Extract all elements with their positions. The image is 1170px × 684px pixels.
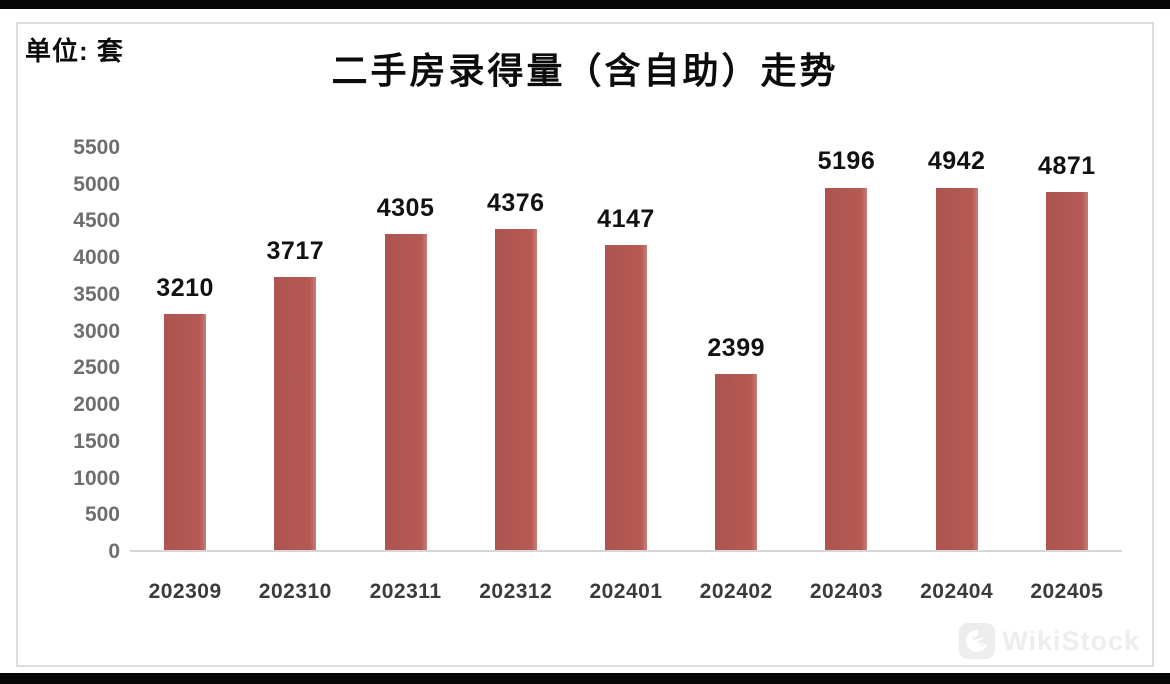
bar [1045, 192, 1088, 550]
bar-value-label: 5196 [817, 147, 876, 175]
bottom-border-strip [0, 673, 1170, 684]
x-tick-label: 202311 [369, 580, 442, 603]
bar-group-202311: 4305 [350, 148, 460, 550]
x-tick-label: 202403 [809, 580, 883, 603]
y-tick-label: 4500 [73, 209, 120, 233]
x-tick-label: 202402 [699, 580, 773, 603]
bar-value-label: 4147 [597, 204, 655, 233]
x-tick-label: 202310 [258, 580, 332, 603]
x-tick-label: 202309 [148, 580, 222, 603]
watermark: WikiStock [959, 623, 1140, 659]
watermark-text: WikiStock [1002, 625, 1140, 656]
bar-value-label: 4376 [486, 188, 545, 217]
bar-value-label: 4305 [376, 193, 435, 222]
wikistock-eagle-logo-icon [959, 623, 996, 659]
bar [384, 234, 427, 550]
bar [494, 229, 537, 550]
bar-group-202401: 4147 [571, 148, 681, 550]
unit-label: 单位: 套 [25, 36, 124, 66]
bar [935, 187, 978, 550]
y-tick-label: 5500 [73, 136, 120, 159]
y-axis: 0 500 1000 1500 2000 2500 3000 3500 4000 4500 5000… [18, 137, 120, 562]
bar [164, 314, 207, 550]
y-tick-label: 3000 [73, 319, 120, 343]
bar-value-label: 4871 [1038, 151, 1096, 180]
bar-value-label: 3717 [266, 236, 325, 265]
bar-group-202312: 4376 [461, 148, 571, 550]
x-tick-label: 202401 [589, 580, 663, 603]
y-tick-label: 5000 [73, 172, 120, 196]
bar-group-202404: 4942 [902, 147, 1012, 550]
top-border-strip [0, 0, 1170, 9]
x-tick-label: 202404 [920, 580, 994, 603]
bar [715, 374, 758, 550]
bar-value-label: 3210 [156, 273, 214, 302]
x-axis: 202309 202310 202311 202312 202401 202402 2024… [130, 580, 1122, 604]
bar [825, 187, 868, 550]
y-tick-label: 4000 [73, 246, 120, 270]
bar-group-202402: 2399 [681, 148, 791, 550]
bar-group-202309: 3210 [130, 148, 240, 550]
y-tick-label: 500 [84, 503, 120, 527]
bar-group-202310: 3717 [240, 148, 350, 550]
y-tick-label: 2500 [73, 356, 120, 380]
x-tick-label: 202312 [479, 580, 553, 603]
y-tick-label: 1500 [73, 429, 120, 453]
chart-panel: 单位: 套 二手房录得量（含自助）走势 0 500 1000 1500 2000 2500… [16, 22, 1154, 667]
y-tick-label: 0 [108, 540, 120, 563]
y-tick-label: 1000 [73, 466, 120, 490]
bar-value-label: 2399 [707, 333, 766, 362]
bar [274, 277, 317, 550]
plot-area: 3210 3717 4305 4376 4147 2399 5196 4942 4871 [130, 147, 1122, 552]
bar-group-202405: 4871 [1012, 148, 1122, 550]
y-tick-label: 2000 [73, 393, 120, 417]
bar-value-label: 4942 [927, 147, 986, 175]
y-tick-label: 3500 [73, 282, 120, 306]
x-tick-label: 202405 [1030, 580, 1104, 603]
bar [604, 245, 647, 550]
chart-title: 二手房录得量（含自助）走势 [331, 51, 839, 91]
bar-group-202403: 5196 [791, 147, 901, 550]
